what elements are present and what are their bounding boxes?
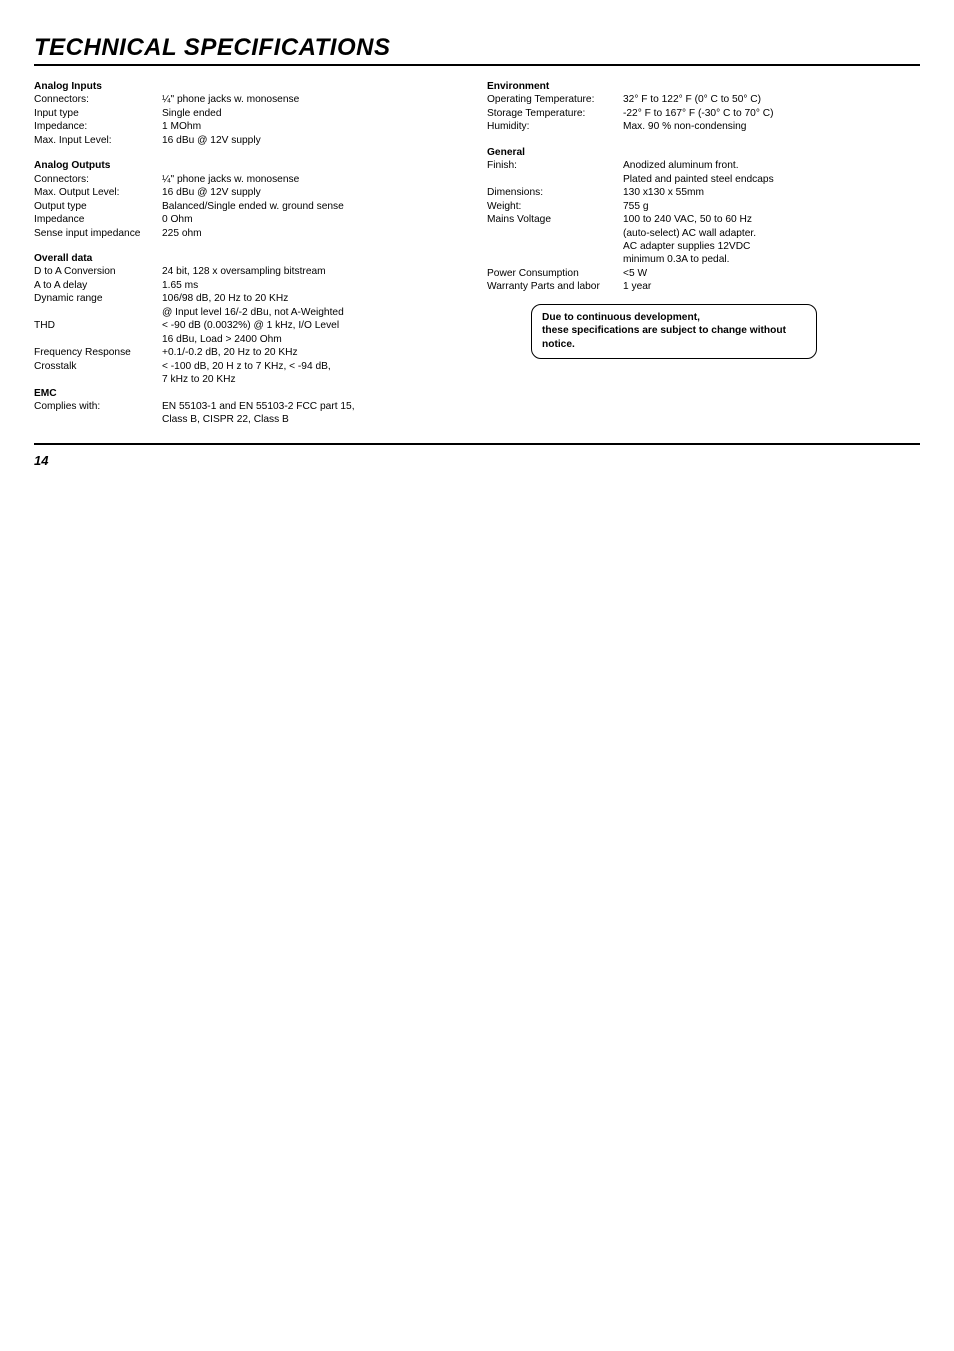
spec-label: Connectors:: [34, 173, 162, 186]
spec-label: Operating Temperature:: [487, 93, 623, 106]
spec-columns: Analog Inputs Connectors:¼" phone jacks …: [34, 80, 920, 427]
spec-row: A to A delay1.65 ms: [34, 279, 467, 292]
spec-row: Power Consumption<5 W: [487, 267, 920, 280]
emc-head: EMC: [34, 387, 467, 400]
spec-row: Mains Voltage100 to 240 VAC, 50 to 60 Hz…: [487, 213, 920, 267]
spec-value: -22° F to 167° F (-30° C to 70° C): [623, 107, 920, 120]
spec-value: <5 W: [623, 267, 920, 280]
spec-label: Power Consumption: [487, 267, 623, 280]
general-head: General: [487, 146, 920, 159]
spec-value: 16 dBu @ 12V supply: [162, 186, 467, 199]
spec-row: Max. Output Level:16 dBu @ 12V supply: [34, 186, 467, 199]
spec-value: 225 ohm: [162, 227, 467, 240]
left-column: Analog Inputs Connectors:¼" phone jacks …: [34, 80, 467, 427]
spec-row: Sense input impedance225 ohm: [34, 227, 467, 240]
spec-value: Balanced/Single ended w. ground sense: [162, 200, 467, 213]
spec-value: < -100 dB, 20 H z to 7 KHz, < -94 dB, 7 …: [162, 360, 467, 387]
spec-value: Anodized aluminum front. Plated and pain…: [623, 159, 920, 186]
spec-row: Dimensions:130 x130 x 55mm: [487, 186, 920, 199]
spec-label: THD: [34, 319, 162, 346]
spec-value: 755 g: [623, 200, 920, 213]
spec-label: Frequency Response: [34, 346, 162, 359]
spec-label: Max. Input Level:: [34, 134, 162, 147]
spec-label: Finish:: [487, 159, 623, 186]
spec-row: THD< -90 dB (0.0032%) @ 1 kHz, I/O Level…: [34, 319, 467, 346]
spec-label: Impedance: [34, 213, 162, 226]
spec-label: Mains Voltage: [487, 213, 623, 267]
spec-label: Humidity:: [487, 120, 623, 133]
spec-value: 1 year: [623, 280, 920, 293]
page-title: TECHNICAL SPECIFICATIONS: [34, 34, 920, 66]
spec-label: Sense input impedance: [34, 227, 162, 240]
spec-value: 24 bit, 128 x oversampling bitstream: [162, 265, 467, 278]
spec-value: 1 MOhm: [162, 120, 467, 133]
spec-value: 130 x130 x 55mm: [623, 186, 920, 199]
spec-row: Output typeBalanced/Single ended w. grou…: [34, 200, 467, 213]
spec-row: Connectors:¼" phone jacks w. monosense: [34, 93, 467, 106]
overall-data-head: Overall data: [34, 252, 467, 265]
spec-label: Max. Output Level:: [34, 186, 162, 199]
spec-label: Connectors:: [34, 93, 162, 106]
spec-value: ¼" phone jacks w. monosense: [162, 173, 467, 186]
environment-head: Environment: [487, 80, 920, 93]
spec-label: Input type: [34, 107, 162, 120]
spec-row: Input typeSingle ended: [34, 107, 467, 120]
spec-label: Weight:: [487, 200, 623, 213]
spec-label: Dimensions:: [487, 186, 623, 199]
spec-row: Impedance0 Ohm: [34, 213, 467, 226]
spec-row: D to A Conversion24 bit, 128 x oversampl…: [34, 265, 467, 278]
notice-box: Due to continuous development, these spe…: [531, 304, 817, 359]
page-number: 14: [34, 453, 920, 468]
spec-value: EN 55103-1 and EN 55103-2 FCC part 15, C…: [162, 400, 467, 427]
spec-row: Storage Temperature:-22° F to 167° F (-3…: [487, 107, 920, 120]
spec-value: ¼" phone jacks w. monosense: [162, 93, 467, 106]
spec-label: Crosstalk: [34, 360, 162, 387]
spec-label: D to A Conversion: [34, 265, 162, 278]
spec-label: Warranty Parts and labor: [487, 280, 623, 293]
analog-inputs-head: Analog Inputs: [34, 80, 467, 93]
right-column: Environment Operating Temperature:32° F …: [487, 80, 920, 427]
spec-row: Operating Temperature:32° F to 122° F (0…: [487, 93, 920, 106]
spec-row: Humidity:Max. 90 % non-condensing: [487, 120, 920, 133]
spec-row: Weight:755 g: [487, 200, 920, 213]
spec-value: 100 to 240 VAC, 50 to 60 Hz (auto-select…: [623, 213, 920, 267]
spec-value: 0 Ohm: [162, 213, 467, 226]
spec-value: Single ended: [162, 107, 467, 120]
spec-label: A to A delay: [34, 279, 162, 292]
spec-value: 16 dBu @ 12V supply: [162, 134, 467, 147]
spec-label: Complies with:: [34, 400, 162, 427]
spec-label: Output type: [34, 200, 162, 213]
spec-label: Impedance:: [34, 120, 162, 133]
spec-label: Dynamic range: [34, 292, 162, 319]
spec-value: < -90 dB (0.0032%) @ 1 kHz, I/O Level 16…: [162, 319, 467, 346]
spec-value: Max. 90 % non-condensing: [623, 120, 920, 133]
spec-value: 106/98 dB, 20 Hz to 20 KHz @ Input level…: [162, 292, 467, 319]
spec-value: +0.1/-0.2 dB, 20 Hz to 20 KHz: [162, 346, 467, 359]
spec-value: 32° F to 122° F (0° C to 50° C): [623, 93, 920, 106]
bottom-rule: [34, 443, 920, 445]
spec-value: 1.65 ms: [162, 279, 467, 292]
spec-row: Max. Input Level:16 dBu @ 12V supply: [34, 134, 467, 147]
spec-row: Crosstalk< -100 dB, 20 H z to 7 KHz, < -…: [34, 360, 467, 387]
spec-row: Frequency Response+0.1/-0.2 dB, 20 Hz to…: [34, 346, 467, 359]
spec-label: Storage Temperature:: [487, 107, 623, 120]
spec-row: Complies with:EN 55103-1 and EN 55103-2 …: [34, 400, 467, 427]
analog-outputs-head: Analog Outputs: [34, 159, 467, 172]
spec-row: Warranty Parts and labor1 year: [487, 280, 920, 293]
spec-row: Connectors:¼" phone jacks w. monosense: [34, 173, 467, 186]
spec-row: Dynamic range106/98 dB, 20 Hz to 20 KHz …: [34, 292, 467, 319]
spec-row: Finish:Anodized aluminum front. Plated a…: [487, 159, 920, 186]
spec-row: Impedance:1 MOhm: [34, 120, 467, 133]
